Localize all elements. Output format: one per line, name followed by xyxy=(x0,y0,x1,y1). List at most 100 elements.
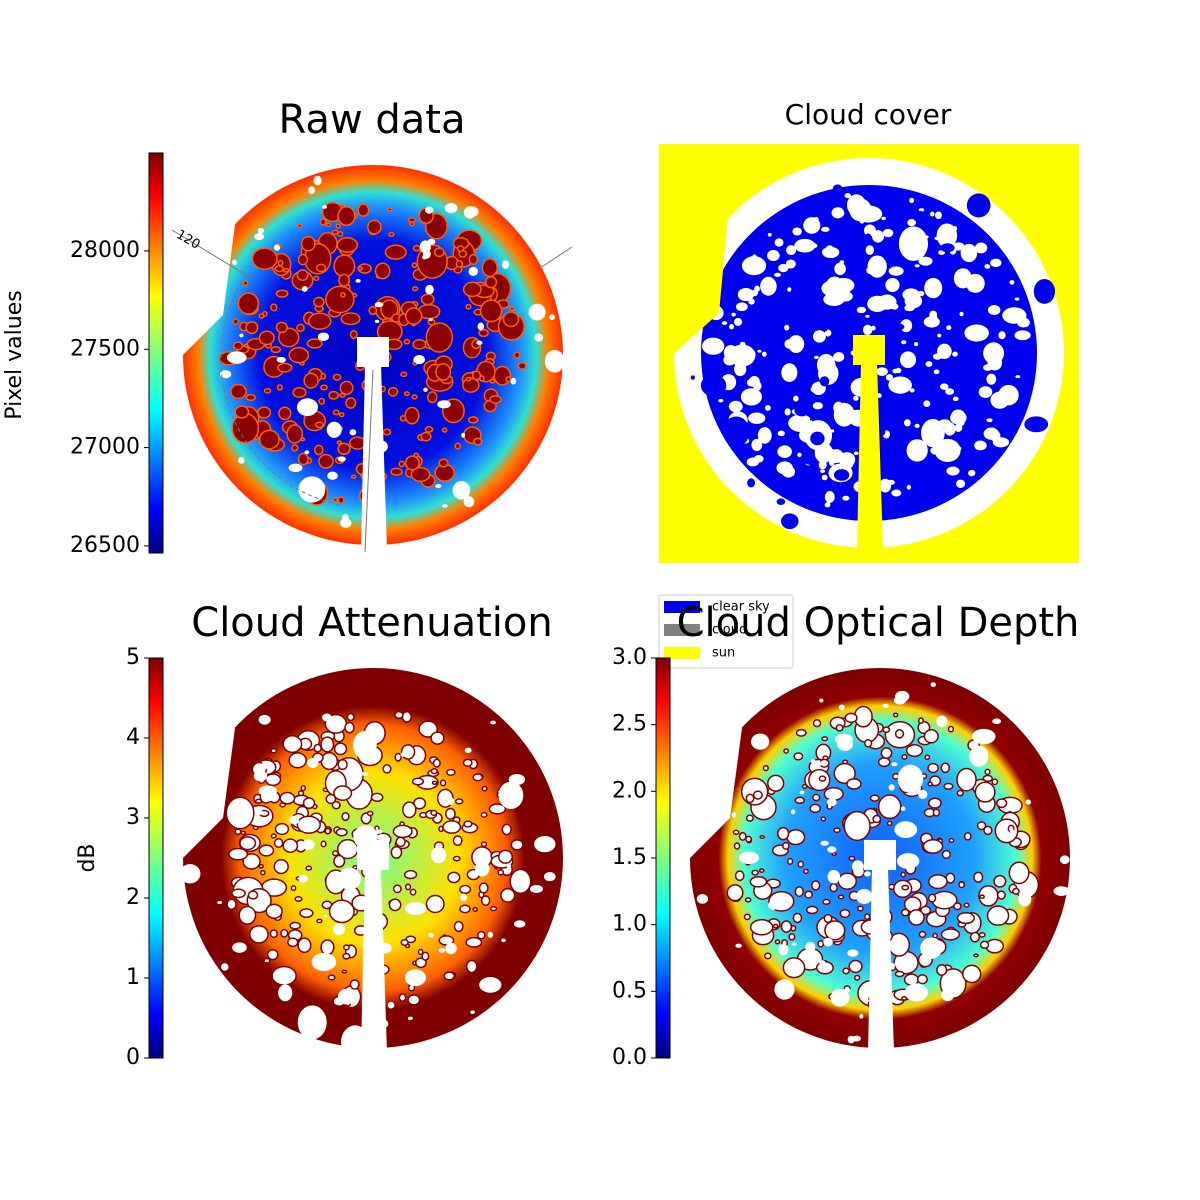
cloud-blob xyxy=(900,806,906,812)
cloud-blob xyxy=(489,395,502,404)
cloud-blob xyxy=(405,307,423,325)
cloud-blob xyxy=(472,773,484,782)
cloud-blob xyxy=(774,939,781,945)
cloud-blob xyxy=(430,809,438,817)
cloud-blob xyxy=(746,378,755,387)
cloud-blob xyxy=(994,818,1019,844)
cloud-blob xyxy=(258,429,280,450)
cloud-blob xyxy=(890,303,899,310)
cloud-blob xyxy=(422,249,431,259)
cloud-blob xyxy=(274,822,290,836)
cloud-blob xyxy=(871,325,876,331)
cloud-blob xyxy=(927,762,939,774)
cloud-blob xyxy=(289,921,302,930)
cloud-blob xyxy=(361,771,368,776)
cloud-blob xyxy=(992,418,997,424)
cloud-blob xyxy=(404,969,427,987)
cloud-blob xyxy=(829,448,834,454)
cloud-blob xyxy=(247,890,259,900)
cloud-blob xyxy=(311,952,337,972)
cloud-blob xyxy=(813,355,819,360)
cloud-blob xyxy=(479,977,502,993)
cloud-blob xyxy=(990,258,1002,268)
cloud-blob xyxy=(721,321,728,325)
colorbar-label: Pixel values xyxy=(2,290,27,419)
colorbar xyxy=(148,152,164,554)
horizon-cutout xyxy=(680,668,750,868)
cloud-blob xyxy=(813,217,819,222)
cloud-blob xyxy=(922,839,944,854)
cloud-blob xyxy=(786,829,806,846)
cloud-blob xyxy=(933,369,940,375)
cloud-blob xyxy=(905,743,924,758)
cloud-blob xyxy=(753,381,762,391)
colorbar xyxy=(148,657,164,1059)
cloud-blob xyxy=(438,935,455,946)
cloud-blob xyxy=(288,752,307,769)
cloud-blob xyxy=(932,808,941,817)
cloud-blob xyxy=(900,319,913,333)
cloud-blob xyxy=(459,884,472,895)
cloud-blob xyxy=(346,712,355,722)
cloud-blob xyxy=(891,489,902,497)
cloud-blob xyxy=(930,211,935,217)
cloud-blob xyxy=(255,807,263,816)
colorbar-tick-label: 2.5 xyxy=(612,712,647,737)
cloud-blob xyxy=(894,970,905,978)
cloud-blob xyxy=(221,963,229,971)
cloud-blob xyxy=(913,441,920,447)
cloud-blob xyxy=(489,906,498,912)
cloud-blob xyxy=(480,841,488,848)
cloud-blob xyxy=(232,259,237,265)
cloud-blob xyxy=(320,939,335,956)
cloud-blob xyxy=(386,207,393,212)
cloud-blob xyxy=(901,884,910,891)
cloud-blob xyxy=(820,840,829,846)
cloud-blob xyxy=(275,321,288,334)
cloud-blob xyxy=(1033,278,1056,304)
cloud-blob xyxy=(863,739,873,748)
cloud-blob xyxy=(437,400,451,409)
cloud-blob xyxy=(906,439,928,462)
cloud-blob xyxy=(886,820,893,827)
cloud-blob xyxy=(421,951,430,961)
cloud-blob xyxy=(480,895,491,906)
cloud-blob xyxy=(217,900,223,905)
cloud-blob xyxy=(292,386,307,398)
cloud-blob xyxy=(818,460,827,470)
cloud-blob xyxy=(807,357,814,362)
cloud-blob xyxy=(388,898,402,912)
cloud-blob xyxy=(245,393,256,402)
cloud-blob xyxy=(490,720,496,725)
cloud-blob xyxy=(1017,317,1030,328)
cloud-blob xyxy=(425,284,434,295)
cloud-blob xyxy=(228,847,249,861)
cloud-blob xyxy=(263,388,272,394)
cloud-blob xyxy=(696,894,709,904)
cloud-blob xyxy=(400,371,408,378)
cloud-blob xyxy=(313,275,320,281)
cloud-blob xyxy=(810,431,825,446)
cloud-blob xyxy=(219,370,232,379)
cloud-blob xyxy=(748,298,755,305)
cloud-blob xyxy=(986,905,1010,926)
cloud-blob xyxy=(837,894,845,900)
cloud-blob xyxy=(320,384,328,391)
cloud-blob xyxy=(939,383,949,390)
cloud-blob xyxy=(827,298,833,302)
cloud-blob xyxy=(387,1001,395,1009)
cloud-blob xyxy=(844,987,851,993)
cloud-blob xyxy=(824,502,831,508)
cloud-blob xyxy=(745,835,753,843)
cloud-blob xyxy=(732,829,740,836)
cloud-blob xyxy=(497,849,513,864)
cloud-blob xyxy=(398,460,406,468)
cloud-blob xyxy=(317,332,330,341)
cloud-blob xyxy=(986,418,993,423)
cloud-blob xyxy=(946,325,952,331)
cloud-blob xyxy=(297,790,305,797)
cloud-blob xyxy=(270,833,277,839)
cloud-blob xyxy=(885,277,900,293)
colorbar-tick-label: 1.0 xyxy=(612,912,647,937)
sun-shade-arm xyxy=(857,363,883,548)
